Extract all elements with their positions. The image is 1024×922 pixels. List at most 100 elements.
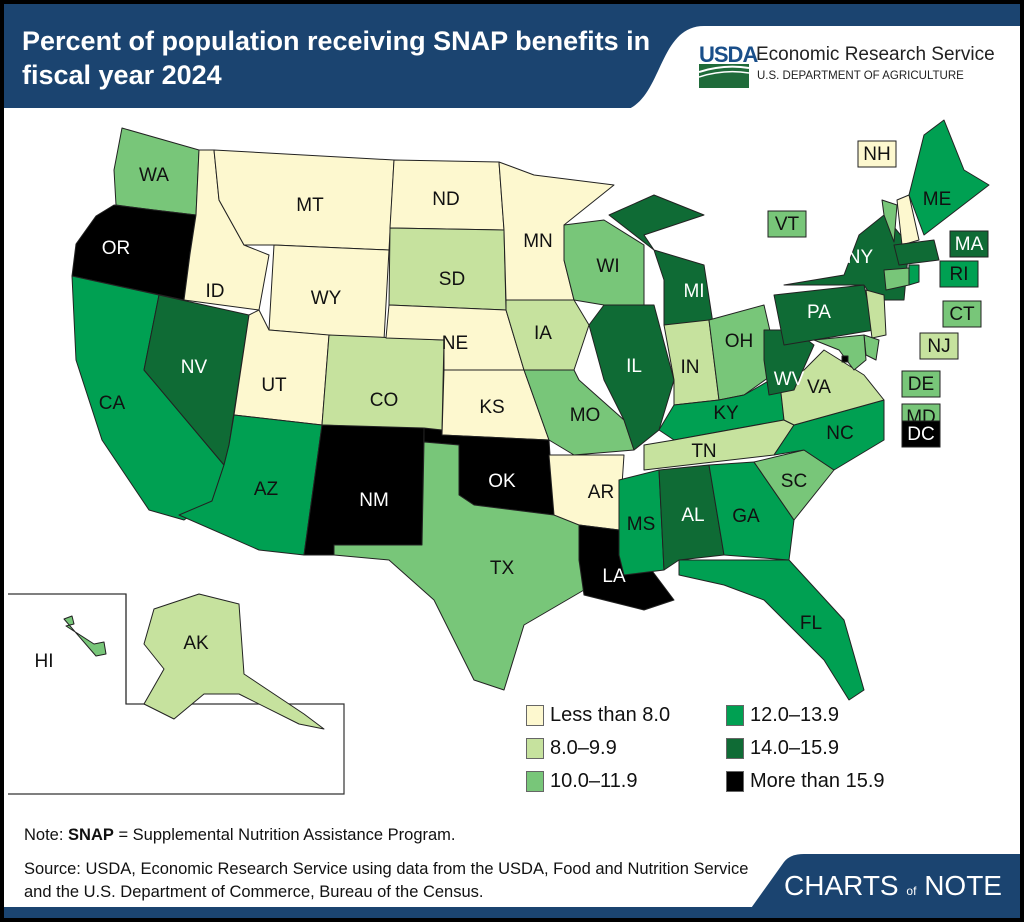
state-label-ky: KY	[713, 403, 739, 424]
state-label-la: LA	[602, 566, 626, 587]
legend-item: 10.0–11.9	[526, 770, 638, 793]
state-label-vt: VT	[775, 214, 800, 235]
state-label-ri: RI	[950, 264, 969, 285]
state-label-az: AZ	[254, 479, 279, 500]
state-al[interactable]	[658, 464, 725, 571]
state-md[interactable]	[813, 334, 867, 371]
state-label-ny: NY	[847, 247, 874, 268]
source-text: Source: USDA, Economic Research Service …	[24, 860, 749, 901]
state-label-nh: NH	[863, 144, 890, 165]
state-label-ga: GA	[732, 506, 760, 527]
legend-swatch	[726, 738, 744, 759]
state-oh[interactable]	[708, 304, 780, 401]
brand-note: NOTE	[924, 870, 1002, 901]
state-label-oh: OH	[725, 331, 754, 352]
legend-label: 12.0–13.9	[750, 704, 839, 726]
state-ga[interactable]	[708, 461, 795, 561]
state-me[interactable]	[908, 119, 990, 236]
state-va[interactable]	[778, 349, 885, 426]
state-label-wv: WV	[774, 369, 805, 390]
state-label-box-nj	[919, 332, 959, 360]
state-label-ne: NE	[442, 333, 468, 354]
state-label-nv: NV	[181, 357, 208, 378]
usda-logo-text: USDA	[699, 42, 758, 67]
state-ms[interactable]	[618, 469, 665, 576]
state-label-fl: FL	[800, 613, 822, 634]
state-label-ks: KS	[479, 397, 504, 418]
legend-swatch	[526, 738, 544, 759]
state-label-box-vt	[767, 210, 807, 238]
state-label-mt: MT	[296, 195, 324, 216]
state-label-co: CO	[370, 390, 399, 411]
state-label-box-ri	[939, 260, 979, 288]
us-choropleth-map: WA OR CA NV ID MT WY UT CO AZ NM ND SD NE KS OK TX MN IA MO…	[8, 119, 990, 795]
state-label-tx: TX	[490, 558, 515, 579]
state-il[interactable]	[588, 304, 675, 451]
state-label-wi: WI	[596, 256, 619, 277]
state-label-ia: IA	[534, 323, 552, 344]
state-de[interactable]	[863, 334, 880, 361]
state-ri[interactable]	[908, 264, 920, 286]
legend-item: 8.0–9.9	[526, 737, 617, 760]
state-dc[interactable]	[841, 355, 849, 363]
state-label-mi: MI	[683, 281, 704, 302]
legend-item: 14.0–15.9	[726, 737, 839, 760]
state-nh[interactable]	[896, 194, 920, 246]
state-co[interactable]	[321, 334, 445, 431]
legend-swatch	[526, 771, 544, 792]
note-text: = Supplemental Nutrition Assistance Prog…	[113, 826, 456, 844]
state-ma[interactable]	[893, 239, 940, 266]
note: Note: SNAP = Supplemental Nutrition Assi…	[24, 826, 456, 845]
legend-item: 12.0–13.9	[726, 704, 839, 727]
usda-field-icon	[699, 64, 750, 88]
org-department: U.S. DEPARTMENT OF AGRICULTURE	[757, 70, 964, 82]
state-hi[interactable]	[63, 615, 107, 657]
header-band	[4, 4, 1020, 108]
legend-swatch	[726, 705, 744, 726]
state-label-wa: WA	[139, 165, 169, 186]
state-label-id: ID	[206, 281, 225, 302]
state-label-ms: MS	[627, 514, 656, 535]
legend-label: 10.0–11.9	[550, 770, 638, 792]
state-label-nm: NM	[359, 490, 389, 511]
state-label-va: VA	[807, 377, 831, 398]
org-name: Economic Research Service	[756, 44, 995, 65]
state-label-ca: CA	[99, 393, 126, 414]
state-label-box-ma	[949, 230, 989, 258]
state-label-nd: ND	[432, 189, 459, 210]
state-mi[interactable]	[608, 194, 715, 331]
state-label-ma: MA	[955, 234, 984, 255]
usda-logo: USDA	[699, 42, 758, 88]
brand-charts: CHARTS	[784, 870, 899, 901]
state-vt[interactable]	[881, 199, 898, 243]
state-label-nc: NC	[826, 423, 853, 444]
inset-frame	[8, 593, 345, 795]
state-nj[interactable]	[865, 289, 887, 339]
state-label-wy: WY	[311, 288, 342, 309]
state-ct[interactable]	[883, 267, 910, 291]
state-label-dc: DC	[907, 424, 934, 445]
state-label-ak: AK	[183, 633, 209, 654]
legend-label: Less than 8.0	[550, 704, 671, 726]
state-label-or: OR	[102, 238, 131, 259]
state-tx[interactable]	[333, 441, 585, 691]
state-label-de: DE	[908, 374, 934, 395]
note-prefix: Note:	[24, 826, 69, 844]
note-term: SNAP	[68, 826, 114, 844]
legend-item: More than 15.9	[726, 770, 885, 793]
state-label-ok: OK	[488, 471, 516, 492]
chart-of-note-card: Percent of population receiving SNAP ben…	[4, 4, 1020, 918]
state-label-me: ME	[923, 189, 952, 210]
state-ak[interactable]	[143, 593, 325, 730]
state-fl[interactable]	[678, 559, 865, 701]
state-label-box-ct	[942, 300, 982, 328]
legend-label: 14.0–15.9	[750, 737, 839, 759]
charts-of-note-logo: CHARTS of NOTE	[784, 870, 1002, 902]
state-label-in: IN	[681, 357, 700, 378]
state-label-sd: SD	[439, 269, 465, 290]
page-title: Percent of population receiving SNAP ben…	[22, 26, 651, 90]
state-label-tn: TN	[691, 441, 716, 462]
legend-label: 8.0–9.9	[550, 737, 617, 759]
state-label-mn: MN	[523, 231, 553, 252]
legend-label: More than 15.9	[750, 770, 885, 792]
